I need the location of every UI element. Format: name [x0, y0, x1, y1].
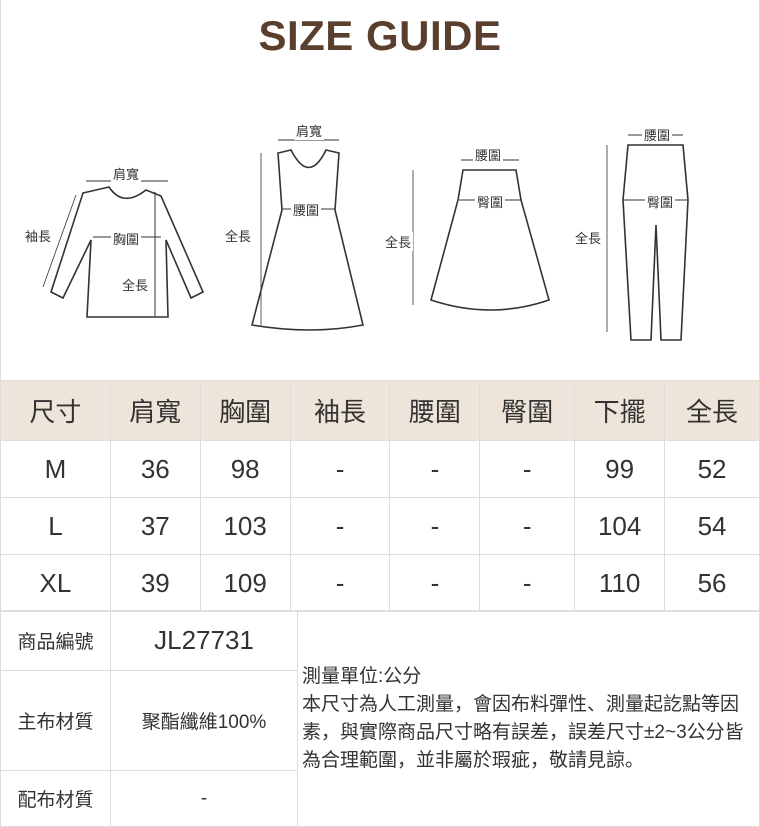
cell: 109 [199, 554, 291, 612]
cell: - [389, 440, 481, 498]
product-no: JL27731 [110, 610, 298, 671]
cell: 103 [199, 497, 291, 555]
dress-waist-label: 腰圍 [291, 200, 322, 219]
cell: L [0, 497, 111, 555]
product-info-table: 商品編號 JL27731 測量單位:公分 本尺寸為人工測量，會因布料彈性、測量起… [0, 610, 760, 827]
skirt-length-label: 全長 [383, 232, 414, 251]
top-chest-label: 胸圍 [111, 229, 142, 248]
table-row: M 36 98- - -99 52 [0, 440, 760, 498]
cell: - [289, 497, 391, 555]
cell: 104 [574, 497, 666, 555]
measurement-note: 測量單位:公分 本尺寸為人工測量，會因布料彈性、測量起訖點等因素，與實際商品尺寸… [297, 610, 760, 827]
unit-text: 測量單位:公分 [302, 665, 422, 687]
top-shoulder-label: 肩寬 [111, 164, 142, 183]
cell: 36 [109, 440, 201, 498]
table-header-row: 尺寸 肩寬 胸圍 袖長 腰圍 臀圍 下擺 全長 [0, 380, 760, 441]
skirt-waist-label: 腰圍 [473, 145, 504, 164]
header-hip: 臀圍 [479, 380, 576, 441]
cell: 98 [199, 440, 291, 498]
cell: - [479, 497, 576, 555]
header-length: 全長 [664, 380, 760, 441]
pants-hip-label: 臀圍 [645, 192, 676, 211]
cell: - [289, 554, 391, 612]
header-shoulder: 肩寬 [109, 380, 201, 441]
skirt-diagram [412, 159, 550, 311]
cell: 56 [664, 554, 760, 612]
main-material-label: 主布材質 [0, 670, 111, 771]
main-material: 聚酯纖維100% [110, 670, 298, 771]
skirt-hip-label: 臀圍 [475, 192, 506, 211]
top-diagram [42, 180, 205, 318]
cell: - [479, 440, 576, 498]
dress-shoulder-label: 肩寬 [294, 121, 325, 140]
cell: - [389, 497, 481, 555]
page-title: SIZE GUIDE [258, 12, 502, 59]
cell: 110 [574, 554, 666, 612]
cell: - [289, 440, 391, 498]
cell: XL [0, 554, 111, 612]
note-text: 本尺寸為人工測量，會因布料彈性、測量起訖點等因素，與實際商品尺寸略有誤差，誤差尺… [302, 693, 744, 771]
cell: - [389, 554, 481, 612]
pants-length-label: 全長 [573, 228, 604, 247]
cell: 39 [109, 554, 201, 612]
cell: M [0, 440, 111, 498]
sub-material-label: 配布材質 [0, 770, 111, 827]
header-waist: 腰圍 [389, 380, 481, 441]
cell: 52 [664, 440, 760, 498]
header-sleeve: 袖長 [289, 380, 391, 441]
pants-diagram [606, 134, 689, 341]
garment-diagrams: 肩寬 袖長 胸圍 全長 肩寬 腰圍 全長 腰圍 臀圍 全長 腰圍 臀圍 全長 [0, 0, 760, 380]
table-row: L 37 103- - -104 54 [0, 497, 760, 555]
pants-waist-label: 腰圍 [642, 125, 673, 144]
sub-material: - [110, 770, 298, 827]
dress-length-label: 全長 [223, 226, 254, 245]
header-hem: 下擺 [574, 380, 666, 441]
dress-diagram [251, 139, 364, 331]
top-sleeve-label: 袖長 [23, 226, 54, 245]
product-no-label: 商品編號 [0, 610, 111, 671]
table-row: XL 39 109- - -110 56 [0, 554, 760, 612]
top-length-label: 全長 [120, 275, 151, 294]
cell: 54 [664, 497, 760, 555]
size-table: 尺寸 肩寬 胸圍 袖長 腰圍 臀圍 下擺 全長 M 36 98- - -99 52 L 37… [0, 380, 760, 612]
cell: - [479, 554, 576, 612]
cell: 37 [109, 497, 201, 555]
header-size: 尺寸 [0, 380, 111, 441]
header-chest: 胸圍 [199, 380, 291, 441]
cell: 99 [574, 440, 666, 498]
